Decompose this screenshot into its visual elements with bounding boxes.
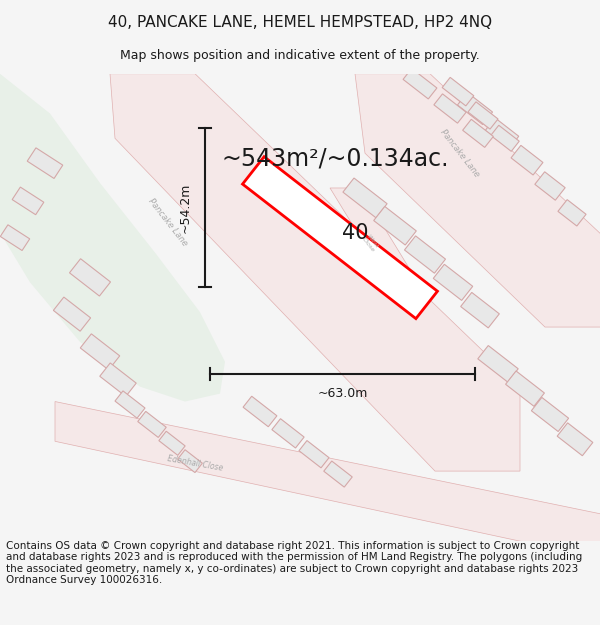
Polygon shape bbox=[478, 346, 518, 382]
Polygon shape bbox=[178, 450, 202, 472]
Text: 40: 40 bbox=[342, 222, 368, 243]
Text: 40, PANCAKE LANE, HEMEL HEMPSTEAD, HP2 4NQ: 40, PANCAKE LANE, HEMEL HEMPSTEAD, HP2 4… bbox=[108, 14, 492, 29]
Polygon shape bbox=[463, 119, 493, 148]
Text: ~54.2m: ~54.2m bbox=[179, 182, 191, 233]
Polygon shape bbox=[138, 411, 166, 437]
Polygon shape bbox=[506, 371, 544, 406]
Polygon shape bbox=[433, 264, 473, 301]
Polygon shape bbox=[100, 363, 136, 396]
Polygon shape bbox=[374, 206, 416, 245]
Polygon shape bbox=[272, 419, 304, 448]
Polygon shape bbox=[434, 94, 466, 123]
Polygon shape bbox=[457, 92, 493, 124]
Text: Contains OS data © Crown copyright and database right 2021. This information is : Contains OS data © Crown copyright and d… bbox=[6, 541, 582, 586]
Text: Map shows position and indicative extent of the property.: Map shows position and indicative extent… bbox=[120, 49, 480, 62]
Text: Pancake Lane: Pancake Lane bbox=[439, 127, 481, 179]
Polygon shape bbox=[324, 461, 352, 487]
Text: ~543m²/~0.134ac.: ~543m²/~0.134ac. bbox=[221, 146, 449, 170]
Text: Pancake Lane: Pancake Lane bbox=[146, 197, 190, 248]
Polygon shape bbox=[27, 148, 63, 179]
Polygon shape bbox=[242, 157, 437, 319]
Polygon shape bbox=[468, 102, 498, 129]
Polygon shape bbox=[55, 401, 600, 561]
Polygon shape bbox=[80, 334, 120, 370]
Text: Edenhall Close: Edenhall Close bbox=[166, 454, 224, 472]
Polygon shape bbox=[243, 396, 277, 427]
Text: ~63.0m: ~63.0m bbox=[317, 387, 368, 400]
Polygon shape bbox=[403, 68, 437, 99]
Polygon shape bbox=[485, 118, 519, 149]
Polygon shape bbox=[355, 74, 600, 327]
Polygon shape bbox=[0, 74, 225, 401]
Polygon shape bbox=[299, 441, 329, 468]
Polygon shape bbox=[404, 236, 446, 273]
Polygon shape bbox=[70, 259, 110, 296]
Polygon shape bbox=[343, 178, 387, 217]
Polygon shape bbox=[0, 225, 30, 251]
Text: West
Close: West Close bbox=[361, 232, 380, 253]
Polygon shape bbox=[558, 199, 586, 226]
Polygon shape bbox=[110, 74, 520, 471]
Polygon shape bbox=[330, 188, 430, 302]
Polygon shape bbox=[491, 125, 519, 151]
Polygon shape bbox=[511, 146, 543, 175]
Polygon shape bbox=[159, 431, 185, 455]
Polygon shape bbox=[115, 391, 145, 418]
Polygon shape bbox=[442, 78, 474, 106]
Polygon shape bbox=[557, 423, 593, 456]
Polygon shape bbox=[461, 292, 499, 328]
Polygon shape bbox=[532, 398, 569, 431]
Polygon shape bbox=[12, 187, 44, 215]
Polygon shape bbox=[535, 172, 565, 200]
Polygon shape bbox=[53, 297, 91, 331]
